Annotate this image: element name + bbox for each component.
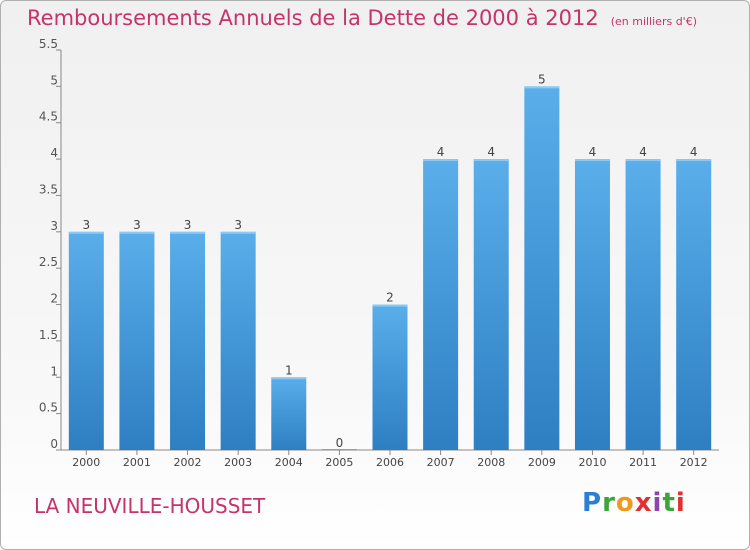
data-label: 4 [639,145,647,159]
y-tick-label: 3 [50,219,58,233]
data-label: 0 [336,436,344,450]
x-tick-label: 2003 [224,456,252,469]
bar-2012 [676,159,712,450]
y-tick-label: 2.5 [39,255,58,269]
x-tick-label: 2004 [275,456,303,469]
data-label: 1 [285,363,293,377]
y-tick-label: 3.5 [39,182,58,196]
chart-title: Remboursements Annuels de la Dette de 20… [27,6,697,30]
x-tick-label: 2002 [174,456,202,469]
data-label: 2 [386,291,394,305]
logo-letter: t [662,488,676,518]
bar-2002 [170,231,206,450]
data-label: 3 [184,218,192,232]
data-label: 4 [589,145,597,159]
bar-2009 [524,86,560,450]
x-tick-label: 2011 [629,456,657,469]
y-tick-label: 1.5 [39,328,58,342]
bar-top-highlight [524,86,560,89]
data-label: 3 [234,218,242,232]
x-tick-label: 2009 [528,456,556,469]
bar-top-highlight [423,159,459,162]
y-axis: 0 0.5 1 1.5 2 2.5 3 3.5 4 4.5 5 5.5 [39,37,62,451]
bars [68,86,712,450]
logo-letter: o [615,488,635,518]
x-axis: 2000 2001 2002 2003 2004 2005 2006 2007 2008 2009… [61,449,719,469]
data-label: 5 [538,72,546,86]
bar-top-highlight [372,304,408,307]
x-tick-label: 2010 [578,456,606,469]
x-tick-label: 2000 [72,456,100,469]
bar-2008 [473,159,509,450]
logo-letter: r [602,488,616,518]
data-label: 3 [82,218,90,232]
bar-top-highlight [271,377,307,380]
bar-2006 [372,304,408,450]
chart-title-text: Remboursements Annuels de la Dette de 20… [27,6,599,30]
x-tick-label: 2008 [477,456,505,469]
y-tick-label: 4 [50,146,58,160]
bar-2011 [625,159,661,450]
bar-2010 [574,159,610,450]
logo-letter: P [582,488,603,518]
bar-2001 [119,231,155,450]
bar-2004 [271,377,307,450]
bar-top-highlight [119,231,155,234]
bar-2005 [321,449,357,450]
data-label: 4 [487,145,495,159]
data-label: 3 [133,218,141,232]
bar-2007 [423,159,459,450]
bar-top-highlight [625,159,661,162]
x-tick-label: 2012 [680,456,708,469]
bar-2000 [68,231,104,450]
logo-letter: i [675,488,686,518]
x-tick-label: 2005 [325,456,353,469]
bar-top-highlight [68,231,104,234]
proxiti-logo: Proxiti [582,488,686,518]
x-tick-label: 2001 [123,456,151,469]
y-tick-label: 4.5 [39,110,58,124]
data-label: 4 [437,145,445,159]
logo-letter: i [652,488,663,518]
y-tick-label: 2 [50,292,58,306]
data-label: 4 [690,145,698,159]
y-tick-label: 1 [50,364,58,378]
bar-top-highlight [676,159,712,162]
x-tick-label: 2006 [376,456,404,469]
bar-top-highlight [473,159,509,162]
y-tick-label: 5.5 [39,37,58,51]
bar-top-highlight [170,231,206,234]
y-tick-label: 5 [50,73,58,87]
bar-top-highlight [220,231,256,234]
data-labels: 3 3 3 3 1 0 2 4 4 5 4 4 4 [82,72,697,450]
logo-letter: x [634,488,653,518]
bar-top-highlight [574,159,610,162]
commune-name: LA NEUVILLE-HOUSSET [34,494,266,518]
bar-2003 [220,231,256,450]
y-tick-label: 0 [50,437,58,451]
x-tick-label: 2007 [427,456,455,469]
chart-units: (en milliers d'€) [610,15,697,28]
y-tick-label: 0.5 [39,401,58,415]
